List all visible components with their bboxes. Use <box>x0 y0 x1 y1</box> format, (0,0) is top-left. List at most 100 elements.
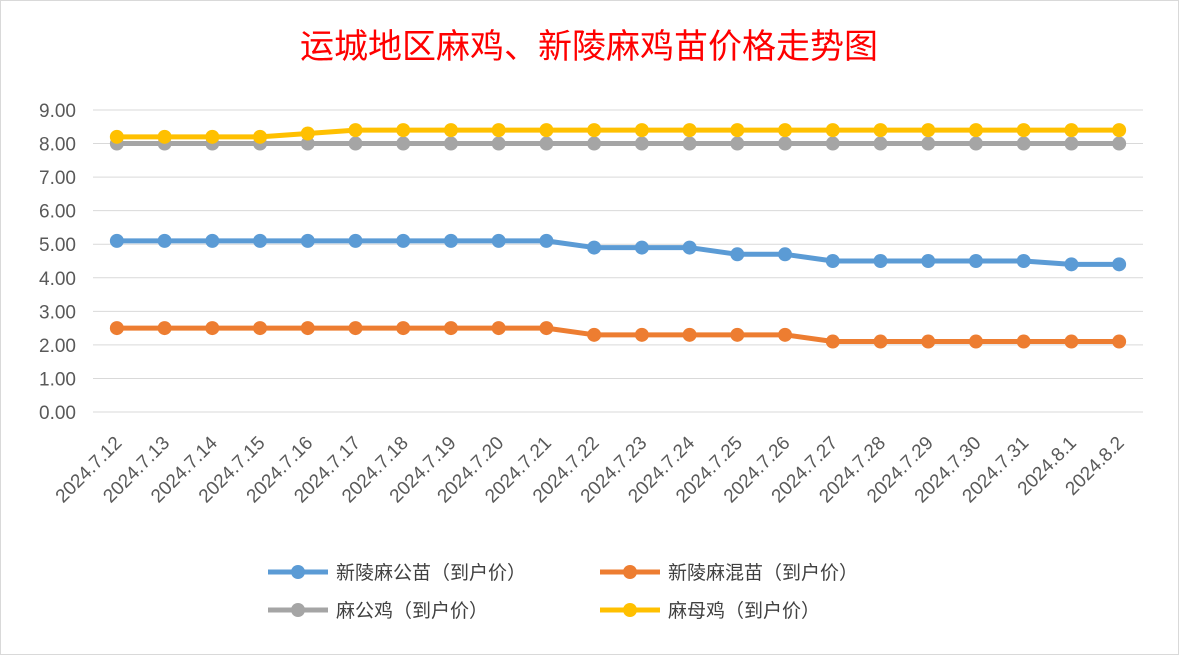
data-point <box>491 233 506 248</box>
data-point <box>921 136 936 151</box>
data-point <box>634 240 649 255</box>
y-tick-label: 3.00 <box>39 302 76 323</box>
data-point <box>539 136 554 151</box>
data-point <box>539 123 554 138</box>
data-point <box>1064 257 1079 272</box>
data-point <box>825 136 840 151</box>
legend-item: 新陵麻公苗（到户价） <box>268 562 526 584</box>
data-point <box>825 254 840 268</box>
data-point <box>1112 257 1127 272</box>
data-point <box>1112 136 1127 151</box>
data-point <box>682 136 697 151</box>
data-point <box>1112 123 1127 138</box>
data-point <box>778 136 793 151</box>
data-point <box>1064 334 1079 349</box>
data-point <box>587 327 602 342</box>
y-tick-label: 1.00 <box>39 369 76 390</box>
data-point <box>157 321 172 336</box>
y-tick-label: 2.00 <box>39 336 76 357</box>
data-point <box>730 136 745 151</box>
series-3 <box>109 123 1127 144</box>
data-point <box>348 233 363 248</box>
data-point <box>921 334 936 349</box>
data-point <box>443 321 458 336</box>
data-point <box>253 129 268 144</box>
data-point <box>634 136 649 151</box>
data-point <box>491 123 506 138</box>
data-point <box>1064 123 1079 138</box>
data-point <box>109 233 124 248</box>
x-axis-ticks: 2024.7.122024.7.132024.7.142024.7.152024… <box>52 432 1129 507</box>
data-point <box>157 233 172 248</box>
data-point <box>921 254 936 268</box>
data-point <box>1016 254 1031 268</box>
legend-item: 麻母鸡（到户价） <box>600 600 820 622</box>
data-point <box>205 129 220 144</box>
data-point <box>1016 136 1031 151</box>
series-line <box>116 325 1120 345</box>
data-point <box>539 321 554 336</box>
data-point <box>1016 334 1031 349</box>
data-point <box>968 123 983 138</box>
data-point <box>300 321 315 336</box>
data-point <box>873 136 888 151</box>
data-point <box>921 123 936 138</box>
legend-label: 麻母鸡（到户价） <box>668 600 820 622</box>
data-point <box>730 247 745 262</box>
data-point <box>300 233 315 248</box>
data-point <box>682 240 697 255</box>
data-point <box>587 136 602 151</box>
y-tick-label: 4.00 <box>39 269 76 290</box>
data-point <box>968 254 983 268</box>
data-point <box>1112 334 1127 349</box>
data-point <box>825 334 840 349</box>
legend-label: 新陵麻公苗（到户价） <box>336 562 526 584</box>
data-point <box>396 123 411 138</box>
data-point <box>109 321 124 336</box>
data-point <box>825 123 840 138</box>
data-point <box>396 321 411 336</box>
legend: 新陵麻公苗（到户价） 新陵麻混苗（到户价） 麻公鸡（到户价） 麻母鸡（到户价） <box>268 562 858 622</box>
y-tick-label: 5.00 <box>39 235 76 256</box>
series-1 <box>109 321 1127 349</box>
data-point <box>682 123 697 138</box>
data-point <box>634 327 649 342</box>
series-0 <box>109 233 1127 272</box>
legend-label: 麻公鸡（到户价） <box>336 600 488 622</box>
data-point <box>968 136 983 151</box>
data-point <box>348 123 363 138</box>
data-point <box>682 327 697 342</box>
chart-title: 运城地区麻鸡、新陵麻鸡苗价格走势图 <box>300 27 878 67</box>
legend-item: 麻公鸡（到户价） <box>268 600 488 622</box>
data-point <box>1016 123 1031 138</box>
data-point <box>873 123 888 138</box>
data-point <box>634 123 649 138</box>
data-point <box>778 123 793 138</box>
legend-swatch-marker <box>623 565 637 579</box>
data-point <box>730 123 745 138</box>
data-point <box>300 136 315 151</box>
data-point <box>253 321 268 336</box>
data-point <box>157 129 172 144</box>
data-point <box>396 136 411 151</box>
data-point <box>443 136 458 151</box>
data-point <box>109 129 124 144</box>
legend-label: 新陵麻混苗（到户价） <box>668 562 858 584</box>
data-point <box>778 247 793 262</box>
legend-swatch-marker <box>623 603 637 617</box>
data-point <box>396 233 411 248</box>
data-point <box>443 123 458 138</box>
data-point <box>873 334 888 349</box>
data-point <box>539 233 554 248</box>
y-tick-label: 8.00 <box>39 135 76 156</box>
series-lines <box>109 123 1127 349</box>
data-point <box>1064 136 1079 151</box>
data-point <box>873 254 888 268</box>
data-point <box>491 321 506 336</box>
y-axis-ticks: 0.00 1.00 2.00 3.00 4.00 5.00 6.00 7.00 8.00 9.00 <box>39 101 76 424</box>
y-tick-label: 9.00 <box>39 101 76 122</box>
data-point <box>300 126 315 141</box>
y-tick-label: 0.00 <box>39 403 76 424</box>
y-tick-label: 7.00 <box>39 168 76 189</box>
